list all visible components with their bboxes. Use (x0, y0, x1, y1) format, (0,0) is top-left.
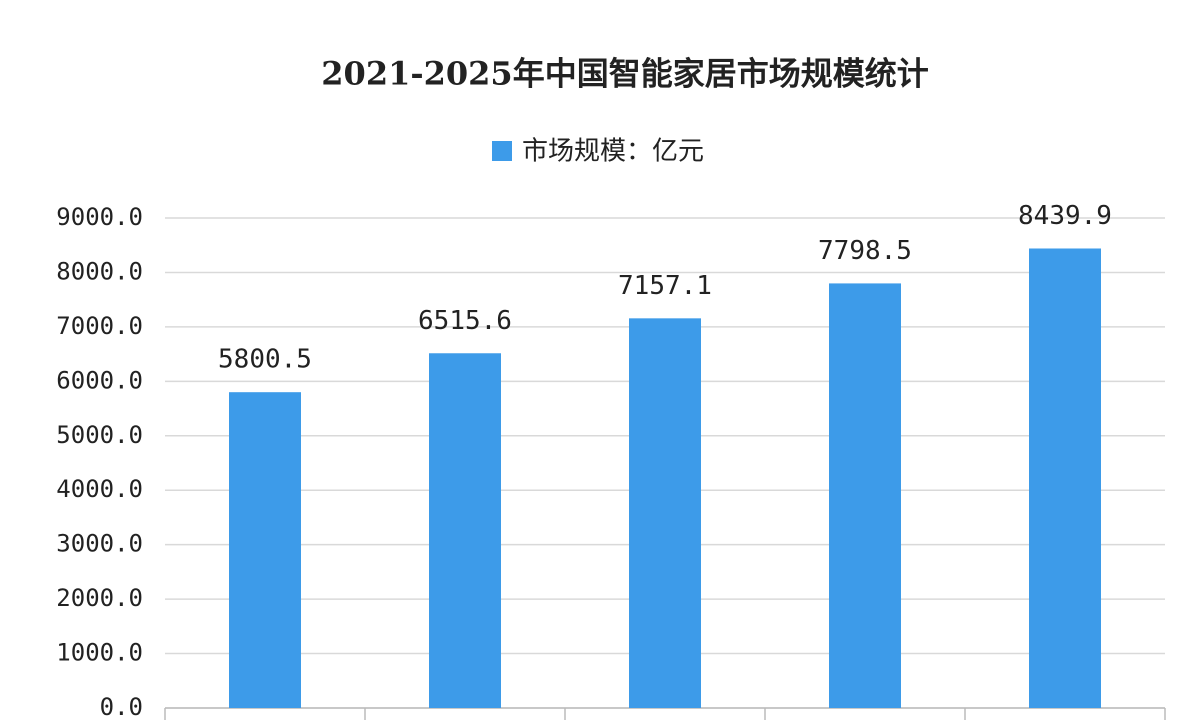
legend-swatch (492, 141, 512, 161)
bar (829, 283, 901, 708)
bar (429, 353, 501, 708)
value-label: 7157.1 (618, 271, 712, 301)
y-tick-label: 9000.0 (56, 203, 143, 231)
chart-title: 2021-2025年中国智能家居市场规模统计 (321, 55, 928, 93)
y-tick-label: 3000.0 (56, 530, 143, 558)
y-tick-label: 6000.0 (56, 366, 143, 394)
y-tick-label: 5000.0 (56, 421, 143, 449)
value-label: 7798.5 (818, 236, 912, 266)
legend-label: 市场规模：亿元 (522, 137, 704, 167)
y-tick-label: 4000.0 (56, 475, 143, 503)
bar (1029, 248, 1101, 709)
value-label: 5800.5 (218, 345, 312, 375)
y-tick-label: 7000.0 (56, 312, 143, 340)
bar (229, 392, 301, 708)
value-label: 6515.6 (418, 306, 512, 336)
bar (629, 318, 701, 708)
y-tick-label: 8000.0 (56, 257, 143, 285)
value-label: 8439.9 (1018, 201, 1112, 231)
y-tick-label: 0.0 (100, 693, 143, 720)
y-tick-label: 2000.0 (56, 584, 143, 612)
y-tick-label: 1000.0 (56, 639, 143, 667)
